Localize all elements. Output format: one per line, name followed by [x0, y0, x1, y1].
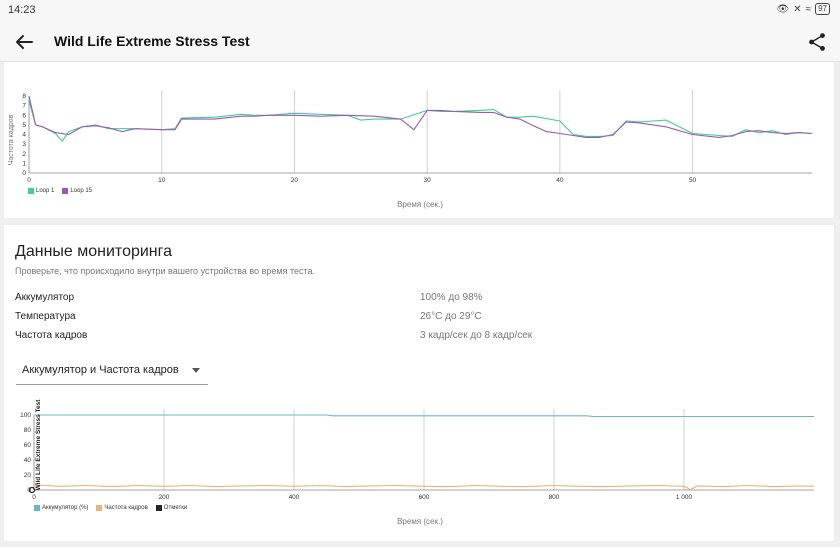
battery-x-axis-label: Время (сек.) [397, 517, 443, 526]
series-line-1 [28, 95, 813, 138]
legend-item-battery[interactable]: Аккумулятор (%) [34, 505, 88, 511]
monitoring-row-framerate: Частота кадров 3 кадр/сек до 8 кадр/сек [15, 330, 805, 344]
legend-swatch [62, 188, 69, 194]
series-line-0 [34, 414, 814, 418]
row-label: Температура [15, 311, 76, 322]
battery-icon: 97 [815, 3, 830, 15]
legend-label: Аккумулятор (%) [42, 505, 89, 511]
app-bar: Wild Life Extreme Stress Test [0, 22, 840, 62]
monitoring-title: Данные мониторинга [15, 243, 173, 260]
y-tick-label: 80 [24, 427, 32, 434]
y-tick-label: 20 [24, 472, 32, 479]
y-tick-label: 7 [22, 103, 26, 110]
share-icon[interactable] [806, 30, 828, 54]
legend-item-loop15[interactable]: Loop 15 [62, 188, 92, 194]
legend-swatch [28, 188, 34, 194]
legend-swatch [155, 505, 162, 511]
series-line-1 [33, 484, 815, 491]
y-tick-label: 4 [22, 132, 26, 139]
y-tick-label: 5 [22, 122, 26, 129]
x-tick-label: 20 [291, 177, 299, 184]
x-tick-label: 0 [32, 494, 36, 501]
x-tick-label: 50 [689, 177, 697, 184]
row-value: 100% до 98% [420, 292, 483, 303]
row-value: 3 кадр/сек до 8 кадр/сек [420, 330, 533, 341]
fps-y-axis-label: Частота кадров [8, 114, 15, 165]
x-tick-label: 200 [159, 494, 170, 501]
fps-chart-card: 0 10 20 30 40 50 0 1 2 3 4 5 6 7 8 Частота кадров Loop… [4, 62, 834, 218]
legend-item-markers[interactable]: Отметки [155, 505, 188, 511]
chart-type-dropdown[interactable]: Аккумулятор и Частота кадров [16, 358, 208, 385]
status-time: 14:23 [8, 4, 36, 16]
x-tick-label: 30 [424, 177, 432, 184]
wifi-icon: ≈ [805, 3, 812, 15]
x-tick-label: 600 [419, 494, 430, 501]
monitoring-row-temperature: Температура 26°C до 29°C [15, 311, 805, 325]
y-tick-label: 40 [24, 457, 32, 464]
legend-label: Частота кадров [104, 505, 148, 511]
mute-icon: ✕ [793, 3, 802, 15]
back-arrow-icon[interactable] [12, 30, 36, 54]
x-tick-label: 10 [158, 177, 166, 184]
page-title: Wild Life Extreme Stress Test [54, 33, 250, 49]
row-value: 26°C до 29°C [420, 311, 482, 322]
row-label: Аккумулятор [15, 292, 75, 303]
fps-chart: 0 10 20 30 40 50 0 1 2 3 4 5 6 7 8 Частота кадров [8, 90, 813, 184]
legend-item-loop1[interactable]: Loop 1 [28, 188, 54, 194]
battery-y-axis-label: Wild Life Extreme Stress Test [35, 399, 42, 491]
fps-legend: Loop 1 Loop 15 [28, 188, 92, 194]
x-tick-label: 400 [289, 494, 300, 501]
legend-label: Loop 1 [36, 188, 55, 194]
y-tick-label: 8 [22, 93, 26, 100]
legend-label: Отметки [163, 505, 188, 511]
y-tick-label: 6 [22, 112, 26, 119]
monitoring-subtitle: Проверьте, что происходило внутри вашего… [15, 266, 316, 276]
y-tick-label: 1 [22, 160, 26, 167]
battery-legend: Аккумулятор (%) Частота кадров Отметки [34, 505, 187, 511]
eye-icon: 👁 [776, 3, 790, 15]
x-tick-label: 0 [27, 177, 31, 184]
caret-down-icon [192, 368, 200, 373]
legend-swatch [34, 505, 40, 511]
legend-label: Loop 15 [70, 188, 93, 194]
origin-marker [28, 486, 36, 494]
fps-x-axis-label: Время (сек.) [397, 200, 443, 209]
y-tick-label: 100 [20, 412, 31, 419]
status-bar: 14:23 👁 ✕ ≈ 97 [0, 0, 840, 22]
row-label: Частота кадров [15, 330, 88, 341]
legend-swatch [96, 505, 103, 511]
monitoring-row-battery: Аккумулятор 100% до 98% [15, 292, 805, 306]
y-tick-label: 0 [22, 170, 26, 177]
y-tick-label: 2 [22, 151, 26, 158]
dropdown-selected: Аккумулятор и Частота кадров [22, 364, 179, 376]
x-tick-label: 1 000 [676, 494, 693, 501]
monitoring-card: Данные мониторинга Проверьте, что происх… [4, 225, 834, 541]
status-icons: 👁 ✕ ≈ 97 [776, 3, 830, 15]
legend-item-framerate[interactable]: Частота кадров [96, 505, 148, 511]
y-tick-label: 60 [24, 442, 32, 449]
x-tick-label: 40 [556, 177, 564, 184]
y-tick-label: 3 [22, 141, 26, 148]
x-tick-label: 800 [549, 494, 560, 501]
